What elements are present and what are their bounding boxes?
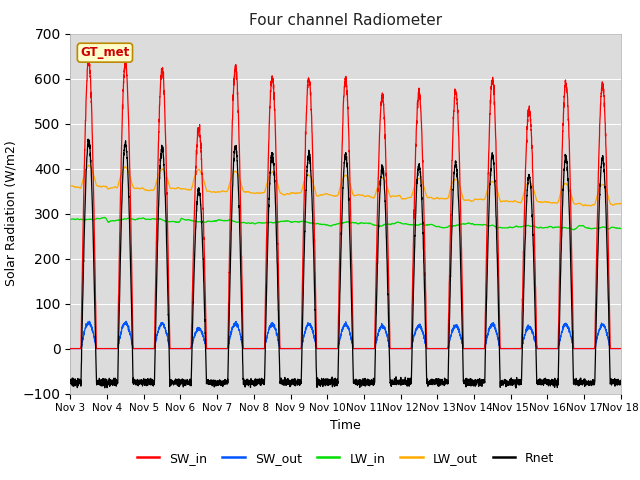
Legend: SW_in, SW_out, LW_in, LW_out, Rnet: SW_in, SW_out, LW_in, LW_out, Rnet <box>132 447 559 469</box>
X-axis label: Time: Time <box>330 419 361 432</box>
Y-axis label: Solar Radiation (W/m2): Solar Radiation (W/m2) <box>4 141 17 287</box>
Title: Four channel Radiometer: Four channel Radiometer <box>249 13 442 28</box>
Text: GT_met: GT_met <box>80 46 129 59</box>
